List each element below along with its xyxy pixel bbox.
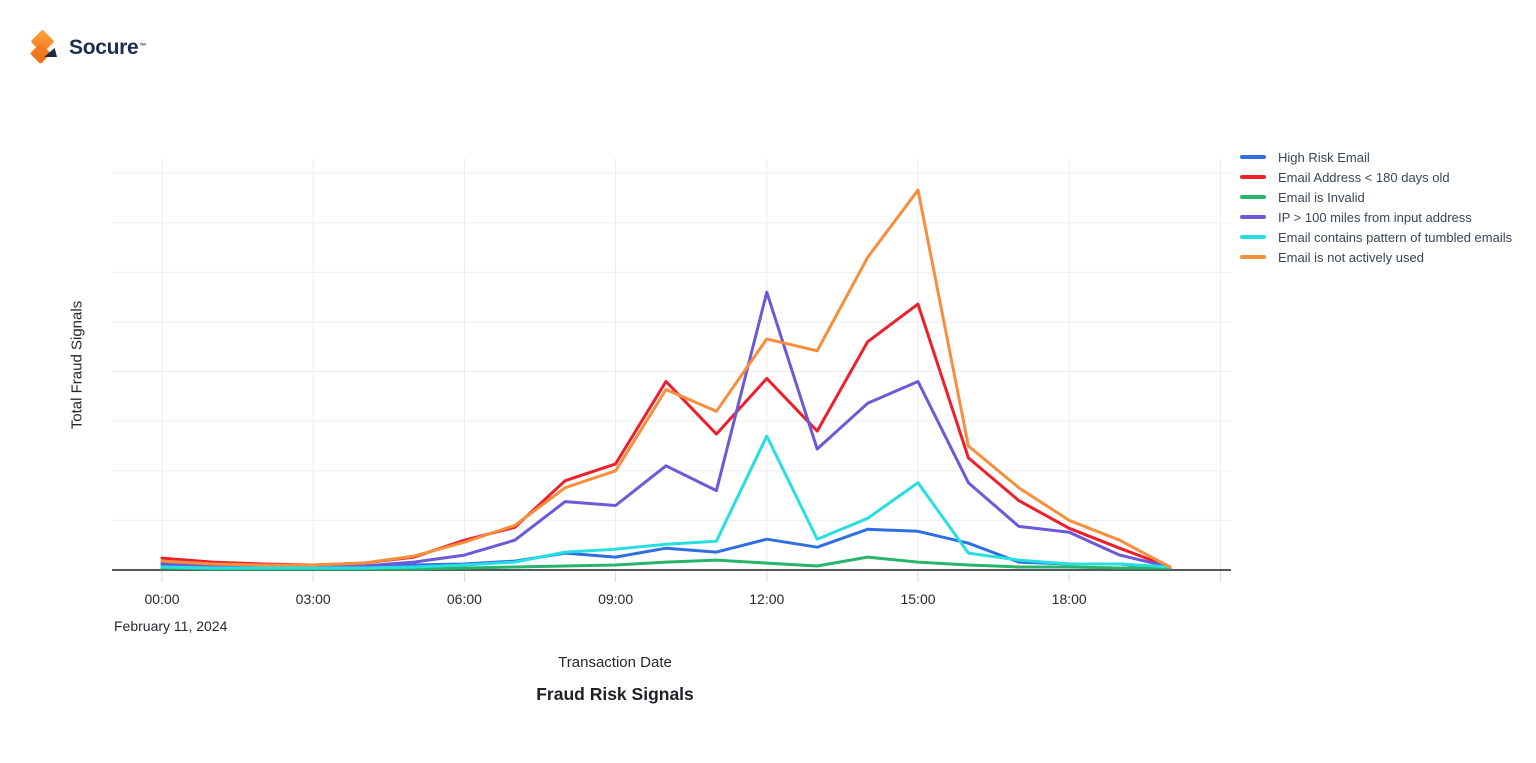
socure-logo-icon	[25, 28, 61, 68]
legend-label: IP > 100 miles from input address	[1278, 209, 1472, 225]
brand-name: Socure™	[69, 36, 147, 59]
chart-title: Fraud Risk Signals	[536, 684, 694, 704]
legend-item[interactable]: High Risk Email	[1240, 147, 1512, 167]
x-tick-label: 03:00	[295, 591, 331, 607]
legend-item[interactable]: Email is not actively used	[1240, 247, 1512, 267]
x-axis-title: Transaction Date	[558, 654, 672, 671]
legend-label: Email Address < 180 days old	[1278, 169, 1450, 185]
x-axis-date-annotation: February 11, 2024	[114, 618, 228, 634]
legend-label: Email is not actively used	[1278, 249, 1424, 265]
legend-swatch-icon	[1240, 155, 1266, 159]
x-tick-label: 15:00	[900, 591, 936, 607]
legend-label: Email is Invalid	[1278, 189, 1365, 205]
legend-item[interactable]: Email Address < 180 days old	[1240, 167, 1512, 187]
legend-swatch-icon	[1240, 215, 1266, 219]
trademark-symbol: ™	[139, 43, 147, 50]
legend-swatch-icon	[1240, 255, 1266, 259]
x-tick-label: 06:00	[446, 591, 482, 607]
series-line-email-is-not-actively-used	[160, 188, 1172, 569]
legend-swatch-icon	[1240, 235, 1266, 239]
logo-triangle	[44, 48, 57, 57]
y-axis-title: Total Fraud Signals	[68, 300, 86, 430]
legend-label: High Risk Email	[1278, 149, 1370, 165]
x-tick-label: 09:00	[598, 591, 634, 607]
legend-label: Email contains pattern of tumbled emails	[1278, 229, 1513, 245]
x-tick-label: 00:00	[144, 591, 180, 607]
legend: High Risk Email Email Address < 180 days …	[1240, 147, 1512, 267]
series-line-email-contains-pattern-of-tumbled-emails	[160, 434, 1172, 570]
x-tick-label: 18:00	[1051, 591, 1087, 607]
legend-item[interactable]: Email contains pattern of tumbled emails	[1240, 227, 1512, 247]
legend-item[interactable]: IP > 100 miles from input address	[1240, 207, 1512, 227]
brand-header: Socure™	[25, 27, 285, 69]
legend-swatch-icon	[1240, 195, 1266, 199]
legend-item[interactable]: Email is Invalid	[1240, 187, 1512, 207]
x-tick-label: 12:00	[749, 591, 785, 607]
legend-swatch-icon	[1240, 175, 1266, 179]
